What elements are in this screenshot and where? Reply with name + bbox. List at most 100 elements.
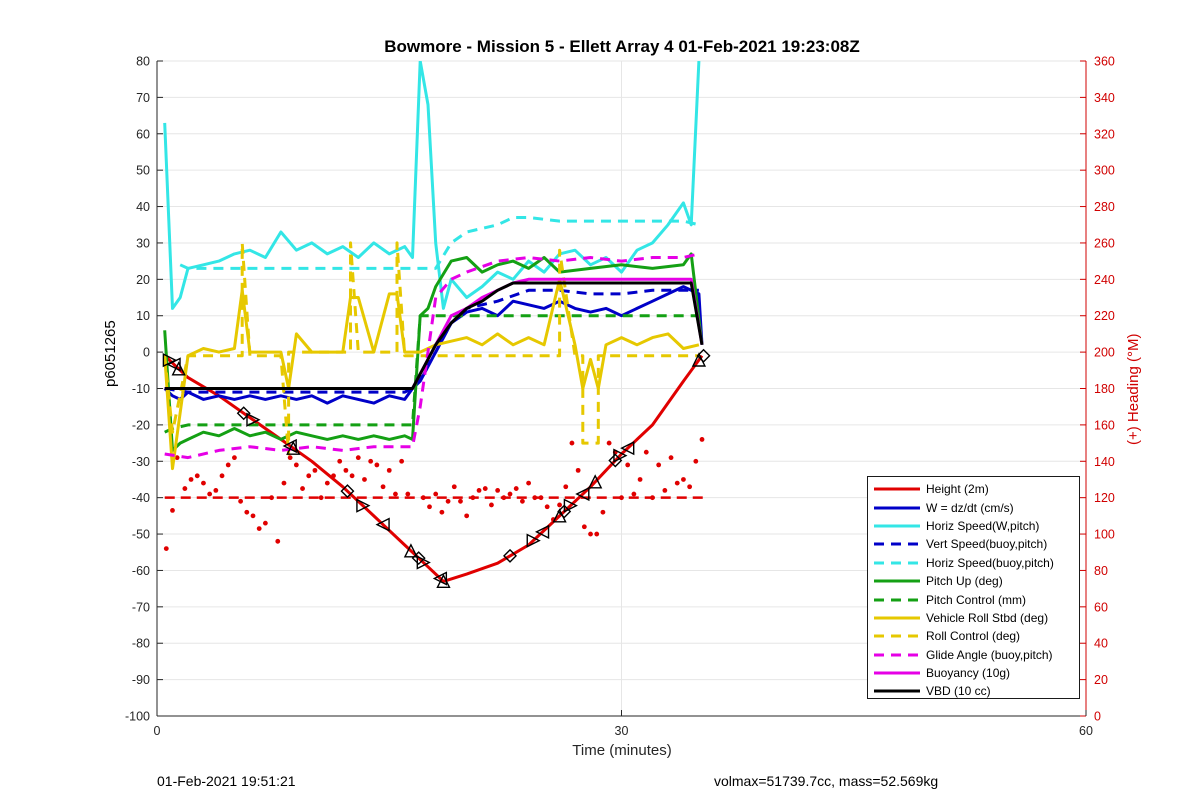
heading-point (244, 509, 250, 515)
heading-point (687, 484, 693, 490)
heading-point (368, 458, 374, 464)
heading-point (256, 526, 262, 531)
heading-point (699, 437, 705, 442)
event-marker (588, 474, 603, 489)
heading-point (662, 487, 668, 493)
event-marker (620, 441, 635, 456)
heading-point (501, 495, 507, 501)
y-tick-label-left: -100 (125, 710, 150, 724)
heading-point (464, 513, 470, 519)
chart-title: Bowmore - Mission 5 - Ellett Array 4 01-… (384, 37, 860, 56)
event-marker (503, 548, 518, 563)
event-marker (534, 524, 550, 540)
y-tick-label-right: 20 (1094, 673, 1108, 687)
y-axis-label-left: p6051265 (102, 320, 119, 387)
heading-point (513, 486, 519, 491)
heading-point (380, 484, 386, 490)
event-marker (356, 498, 371, 513)
y-tick-label-left: -30 (132, 455, 150, 469)
legend-swatch (872, 593, 922, 607)
y-tick-label-left: -50 (132, 528, 150, 542)
legend-label: Vert Speed(buoy,pitch) (926, 537, 1048, 552)
y-tick-label-left: 40 (136, 200, 150, 214)
heading-point (451, 484, 457, 490)
heading-point (318, 495, 324, 501)
series-line-pitch-control-mm (164, 314, 699, 434)
legend-swatch (872, 519, 922, 533)
legend-entry: Roll Control (deg) (868, 627, 1079, 645)
event-marker (411, 551, 426, 566)
heading-point (194, 473, 200, 479)
heading-point (619, 495, 624, 501)
heading-point (343, 467, 349, 473)
heading-point (182, 486, 188, 491)
event-marker (236, 406, 251, 421)
heading-point (300, 486, 305, 491)
series-line-glide-angle-buoy-pitch (164, 252, 700, 460)
y-tick-label-left: -60 (132, 564, 150, 578)
heading-point (275, 538, 281, 544)
legend-swatch (872, 501, 922, 515)
y-tick-label-right: 340 (1094, 91, 1115, 105)
heading-point (544, 504, 550, 510)
legend-entry: Vert Speed(buoy,pitch) (868, 535, 1079, 553)
y-tick-label-right: 80 (1094, 564, 1108, 578)
heading-point (581, 524, 587, 530)
x-axis-label: Time (minutes) (572, 742, 672, 759)
heading-point (349, 473, 355, 479)
legend-swatch (872, 648, 922, 662)
y-tick-label-left: 60 (136, 127, 150, 141)
heading-point (324, 480, 330, 486)
heading-point (439, 509, 445, 515)
heading-point (306, 473, 312, 479)
series-line-pitch-up-deg (163, 252, 704, 452)
heading-point (213, 487, 219, 493)
y-tick-label-right: 280 (1094, 200, 1115, 214)
heading-point (433, 491, 439, 497)
y-tick-label-right: 320 (1094, 127, 1115, 141)
heading-point (362, 477, 367, 482)
heading-point (569, 440, 575, 446)
legend-entry: VBD (10 cc) (868, 682, 1079, 700)
heading-point (668, 455, 674, 461)
y-tick-label-left: -90 (132, 673, 150, 687)
heading-point (393, 491, 398, 497)
heading-point (563, 484, 569, 490)
legend-swatch (872, 666, 922, 680)
y-tick-label-left: 20 (136, 273, 150, 287)
event-marker (696, 348, 711, 363)
event-marker (575, 486, 590, 502)
heading-point (631, 491, 637, 497)
heading-point (476, 487, 482, 493)
y-tick-label-right: 120 (1094, 491, 1115, 505)
series-line-roll-control-deg (163, 241, 699, 456)
event-marker (436, 573, 451, 589)
legend-swatch (872, 537, 922, 551)
y-tick-label-right: 60 (1094, 600, 1108, 614)
heading-point (287, 455, 293, 461)
y-tick-label-right: 300 (1094, 164, 1115, 178)
heading-point (312, 467, 318, 473)
y-tick-label-right: 360 (1094, 55, 1115, 69)
event-marker (416, 555, 431, 570)
legend-label: Horiz Speed(W,pitch) (926, 518, 1040, 533)
heading-point (600, 509, 606, 515)
y-tick-label-left: -40 (132, 491, 150, 505)
event-marker (563, 498, 578, 513)
series-line-w-dz-dt-cm-s (163, 285, 704, 405)
x-tick-label: 30 (615, 724, 629, 738)
legend-label: Vehicle Roll Stbd (deg) (926, 610, 1049, 625)
legend-entry: Vehicle Roll Stbd (deg) (868, 609, 1079, 627)
legend-entry: W = dz/dt (cm/s) (868, 498, 1079, 516)
y-tick-label-left: -10 (132, 382, 150, 396)
heading-point (374, 462, 380, 468)
heading-point (219, 473, 225, 479)
heading-point (337, 458, 343, 464)
series-line-horiz-speed-buoy-pitch (179, 216, 700, 270)
heading-point (250, 513, 256, 519)
y-tick-label-left: 50 (136, 164, 150, 178)
legend-entry: Pitch Up (deg) (868, 572, 1079, 590)
y-tick-label-right: 200 (1094, 346, 1115, 360)
heading-point (637, 477, 643, 482)
y-tick-label-left: 10 (136, 309, 150, 323)
